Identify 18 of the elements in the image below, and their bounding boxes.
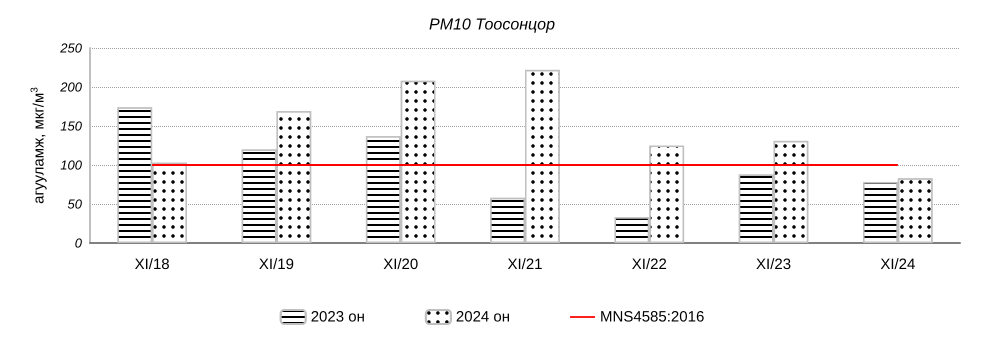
- x-tick-label: XI/24: [880, 256, 916, 273]
- x-tick-label: XI/19: [258, 256, 294, 273]
- y-tick-label: 0: [74, 236, 83, 250]
- y-tick-label: 200: [59, 80, 83, 94]
- y-axis-title: агууламж, мкг/м3: [30, 86, 48, 204]
- x-tick-label: XI/20: [383, 256, 418, 273]
- y-tick-label: 50: [68, 196, 83, 212]
- x-tick-label: XI/21: [507, 256, 543, 273]
- legend-label: 2023 он: [310, 308, 365, 326]
- chart-title: PM10 Тоосонцор: [429, 16, 556, 34]
- y-tick-label: 150: [60, 118, 83, 134]
- legend-label: 2024 он: [456, 308, 510, 326]
- x-tick-label: XI/23: [756, 256, 792, 273]
- y-tick-label: 100: [60, 158, 83, 172]
- y-tick-label: 250: [59, 40, 83, 56]
- x-tick-label: XI/18: [134, 256, 170, 273]
- legend-label: MNS4585:2016: [600, 308, 704, 326]
- x-tick-label: XI/22: [632, 256, 667, 273]
